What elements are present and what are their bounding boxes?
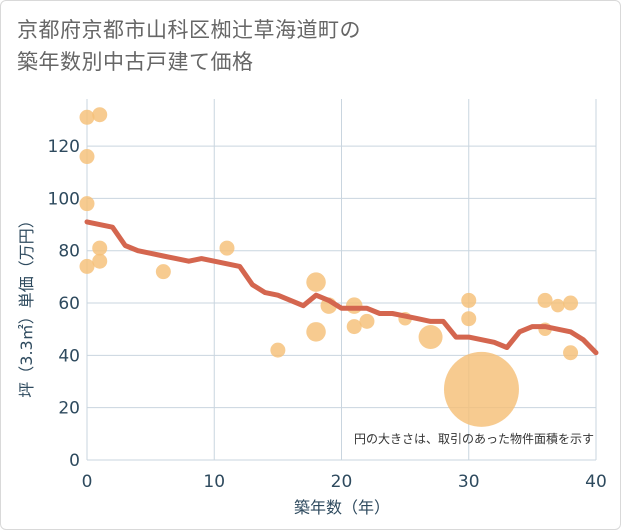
scatter-point <box>461 292 477 308</box>
scatter-point <box>79 196 95 212</box>
x-tick-label: 20 <box>331 472 353 492</box>
scatter-point <box>346 319 362 335</box>
scatter-point <box>359 313 375 329</box>
y-axis-title: 坪（3.3㎡）単価（万円） <box>17 212 36 397</box>
scatter-point <box>92 253 108 269</box>
x-tick-label: 0 <box>82 472 93 492</box>
chart-title-line-2: 築年数別中古戸建て価格 <box>17 50 254 74</box>
scatter-point <box>306 322 326 342</box>
scatter-point <box>418 325 443 350</box>
scatter-points <box>79 107 579 427</box>
scatter-point <box>345 297 363 314</box>
scatter-point <box>537 292 553 308</box>
y-tick-label: 80 <box>58 242 80 262</box>
scatter-point <box>219 240 235 256</box>
y-tick-label: 60 <box>58 294 80 314</box>
scatter-point <box>461 311 477 327</box>
scatter-point <box>443 351 519 427</box>
x-tick-label: 10 <box>203 472 225 492</box>
scatter-point <box>92 107 108 123</box>
scatter-point <box>551 298 565 313</box>
scatter-point <box>79 109 95 125</box>
x-tick-label: 30 <box>458 472 480 492</box>
x-axis-title: 築年数（年） <box>294 498 390 517</box>
y-tick-label: 120 <box>48 137 80 157</box>
scatter-point <box>563 295 579 311</box>
tick-labels: 0 20 40 60 80 100 120 0 10 20 30 40 <box>48 137 607 492</box>
size-legend-note: 円の大きさは、取引のあった物件面積を示す <box>354 431 594 446</box>
scatter-point <box>155 264 171 280</box>
grid-lines <box>86 99 597 461</box>
chart-title-line-1: 京都府京都市山科区椥辻草海道町の <box>17 18 361 42</box>
scatter-point <box>79 258 95 274</box>
y-tick-label: 100 <box>48 189 80 209</box>
scatter-point <box>79 149 95 165</box>
trend-line-group <box>84 219 599 356</box>
y-tick-label: 40 <box>58 346 80 366</box>
scatter-point <box>563 345 579 361</box>
trend-line <box>84 219 599 356</box>
y-tick-label: 0 <box>69 451 80 471</box>
chart-title: 京都府京都市山科区椥辻草海道町の 築年数別中古戸建て価格 <box>17 14 361 78</box>
y-tick-label: 20 <box>58 399 80 419</box>
scatter-point <box>306 272 326 292</box>
x-tick-label: 40 <box>585 472 607 492</box>
scatter-point <box>92 240 108 256</box>
scatter-point <box>270 342 286 358</box>
